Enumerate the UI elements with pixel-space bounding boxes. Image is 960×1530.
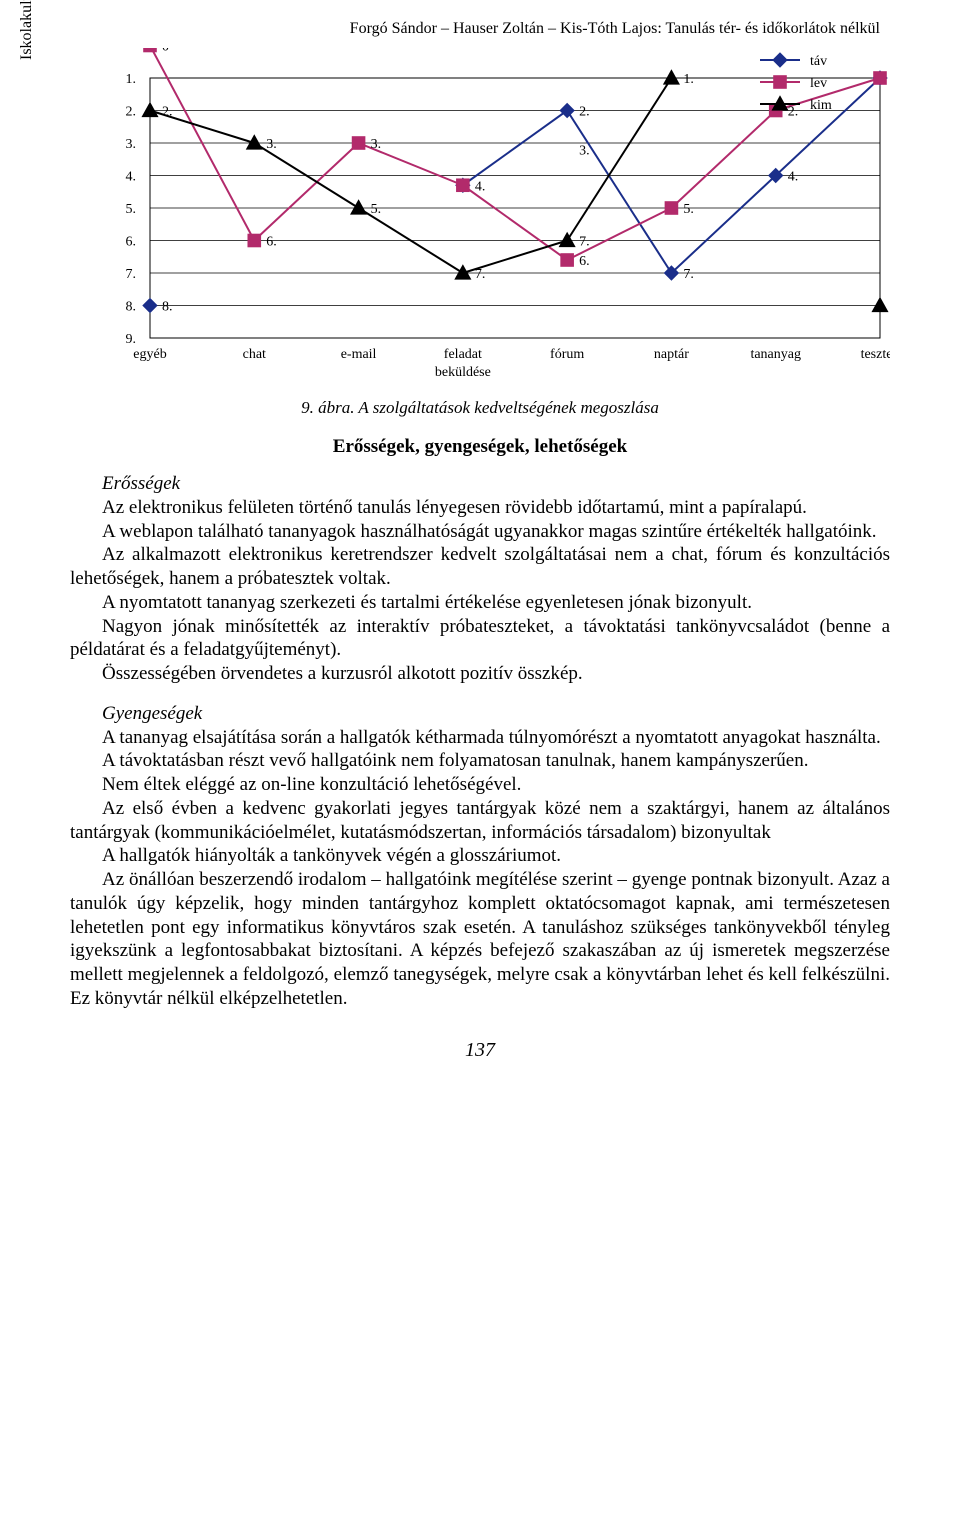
svg-text:7.: 7. bbox=[683, 267, 694, 282]
svg-text:2.: 2. bbox=[126, 105, 137, 120]
journal-sidebar: Iskolakultúra 2004/12 bbox=[18, 0, 36, 60]
svg-text:2.: 2. bbox=[162, 105, 173, 120]
body-paragraph: A weblapon található tananyagok használh… bbox=[70, 520, 890, 544]
svg-text:0: 0 bbox=[162, 48, 169, 55]
svg-text:3.: 3. bbox=[371, 137, 382, 152]
body-paragraph: A tananyag elsajátítása során a hallgató… bbox=[70, 726, 890, 750]
svg-text:5.: 5. bbox=[683, 202, 694, 217]
svg-text:4.: 4. bbox=[788, 170, 799, 185]
svg-text:6.: 6. bbox=[579, 254, 590, 269]
svg-text:beküldése: beküldése bbox=[435, 365, 491, 380]
svg-text:1.: 1. bbox=[683, 72, 694, 87]
svg-text:táv: táv bbox=[810, 54, 827, 69]
svg-text:6.: 6. bbox=[266, 235, 277, 250]
figure-caption: 9. ábra. A szolgáltatások kedveltségének… bbox=[70, 398, 890, 418]
svg-text:1.: 1. bbox=[126, 72, 137, 87]
svg-text:egyéb: egyéb bbox=[133, 347, 166, 362]
svg-text:3.: 3. bbox=[266, 137, 277, 152]
chart-figure: 1. 2. 3. 4. 5. 6. 7. 8. 9.egyéb chat e-mail feladat… bbox=[70, 48, 890, 388]
gyengesegek-block: Gyengeségek A tananyag elsajátítása sorá… bbox=[70, 702, 890, 1011]
svg-text:feladat: feladat bbox=[444, 347, 482, 362]
running-header: Forgó Sándor – Hauser Zoltán – Kis-Tóth … bbox=[70, 20, 890, 38]
svg-text:2.: 2. bbox=[579, 105, 590, 120]
svg-text:7.: 7. bbox=[579, 235, 590, 250]
svg-text:tananyag: tananyag bbox=[750, 347, 801, 362]
svg-text:lev: lev bbox=[810, 76, 827, 91]
svg-text:e-mail: e-mail bbox=[341, 347, 377, 362]
body-paragraph: Összességében örvendetes a kurzusról alk… bbox=[70, 662, 890, 686]
svg-text:3.: 3. bbox=[579, 144, 590, 159]
svg-text:tesztek: tesztek bbox=[861, 347, 890, 362]
svg-text:fórum: fórum bbox=[550, 347, 584, 362]
svg-text:7.: 7. bbox=[475, 267, 486, 282]
body-paragraph: A nyomtatott tananyag szerkezeti és tart… bbox=[70, 591, 890, 615]
section-heading: Erősségek, gyengeségek, lehetőségek bbox=[70, 436, 890, 458]
body-paragraph: Az önállóan beszerzendő irodalom – hallg… bbox=[70, 868, 890, 1011]
body-paragraph: Nem éltek eléggé az on-line konzultáció … bbox=[70, 773, 890, 797]
svg-text:7.: 7. bbox=[126, 267, 137, 282]
body-paragraph: A távoktatásban részt vevő hallgatóink n… bbox=[70, 749, 890, 773]
svg-text:9.: 9. bbox=[126, 332, 137, 347]
svg-text:kim: kim bbox=[810, 98, 832, 113]
svg-text:chat: chat bbox=[243, 347, 266, 362]
erossegek-title: Erősségek bbox=[70, 472, 890, 496]
body-paragraph: Az elektronikus felületen történő tanulá… bbox=[70, 496, 890, 520]
svg-text:naptár: naptár bbox=[654, 347, 689, 362]
erossegek-block: Erősségek Az elektronikus felületen tört… bbox=[70, 472, 890, 686]
svg-text:4.: 4. bbox=[126, 170, 137, 185]
svg-text:6.: 6. bbox=[126, 235, 137, 250]
page-number: 137 bbox=[70, 1039, 890, 1062]
body-paragraph: Az alkalmazott elektronikus keretrendsze… bbox=[70, 543, 890, 591]
svg-text:4.: 4. bbox=[475, 179, 486, 194]
svg-text:2.: 2. bbox=[788, 105, 799, 120]
body-paragraph: Nagyon jónak minősítették az interaktív … bbox=[70, 615, 890, 663]
svg-text:5.: 5. bbox=[371, 202, 382, 217]
gyengesegek-title: Gyengeségek bbox=[70, 702, 890, 726]
svg-text:3.: 3. bbox=[126, 137, 137, 152]
svg-text:8.: 8. bbox=[126, 300, 137, 315]
svg-text:5.: 5. bbox=[126, 202, 137, 217]
body-paragraph: A hallgatók hiányolták a tankönyvek végé… bbox=[70, 844, 890, 868]
svg-text:8.: 8. bbox=[162, 300, 173, 315]
line-chart-svg: 1. 2. 3. 4. 5. 6. 7. 8. 9.egyéb chat e-mail feladat… bbox=[70, 48, 890, 388]
body-paragraph: Az első évben a kedvenc gyakorlati jegye… bbox=[70, 797, 890, 845]
